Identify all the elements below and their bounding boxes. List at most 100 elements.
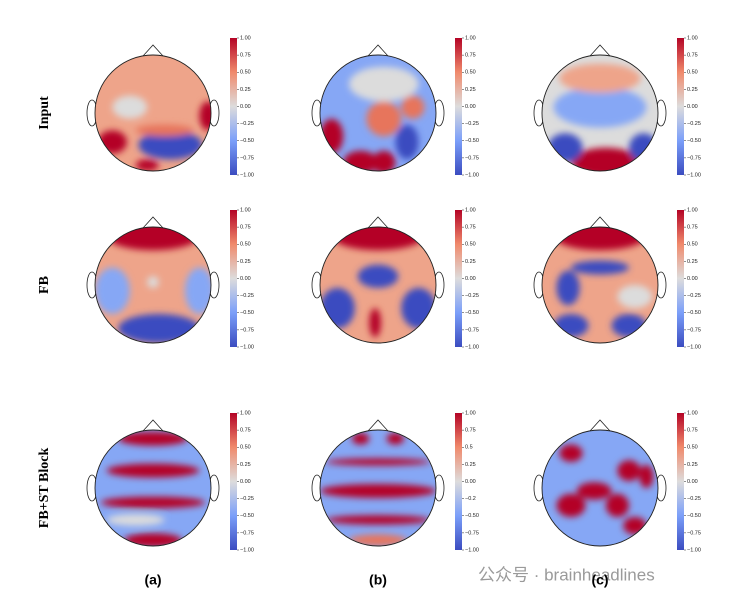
colorbar-tick-label: −1.00 [240,172,254,178]
head [94,226,212,344]
colorbar-tick-label: −0.25 [687,293,701,299]
blob [351,432,370,445]
blob [559,444,583,462]
colorbar-tick-label: −0.50 [465,138,479,144]
column-label: (b) [369,572,387,588]
blob [118,431,188,446]
blob [147,276,159,288]
nose [589,44,611,57]
blob [106,463,200,478]
blob [571,260,629,275]
colorbar-tick-label: −0.75 [465,327,479,333]
topomap [542,227,658,343]
colorbar-tick-label: −0.75 [240,155,254,161]
nose [589,419,611,432]
colorbar-tick-label: −0.25 [240,121,254,127]
colorbar-tick-label: −0.25 [465,121,479,127]
colorbar-tick-label: 0.25 [687,259,698,265]
colorbar-tick-label: 0.00 [465,479,476,485]
colorbar-tick-label: 0.00 [465,276,476,282]
nose [367,44,389,57]
colorbar [677,413,684,550]
colorbar-tick-label: 0.00 [240,479,251,485]
nose [367,216,389,229]
blob [386,432,405,445]
blob [553,227,647,251]
blob [395,124,419,160]
blob [138,130,203,160]
colorbar-tick-label: 0.25 [465,462,476,468]
blob [617,285,653,309]
colorbar-tick-label: −0.50 [687,310,701,316]
colorbar [455,38,462,175]
colorbar-tick-label: 0.25 [465,87,476,93]
colorbar-tick-label: 0.00 [465,104,476,110]
blob [556,493,586,517]
blobs [97,95,211,171]
column-label: (a) [144,572,161,588]
colorbar-tick-label: 0.50 [240,445,251,451]
colorbar-tick-label: 0.75 [240,225,251,231]
colorbar-tick-label: −1.00 [240,344,254,350]
colorbar-tick-label: 1.00 [240,207,251,213]
row-label: FB [37,276,52,294]
colorbar-tick-label: 1.00 [465,207,476,213]
colorbar-tick-label: 1.00 [687,207,698,213]
blob [349,534,407,546]
colorbar-tick-label: −0.75 [465,530,479,536]
colorbar-tick-label: 0.00 [240,276,251,282]
colorbar-tick-label: 0.50 [465,242,476,248]
colorbar-tick-label: −1.00 [687,547,701,553]
colorbar-tick-label: 0.75 [687,53,698,59]
blob [547,133,583,163]
colorbar-tick-label: 0.25 [240,462,251,468]
colorbar-tick-label: 0.50 [687,242,698,248]
head [94,54,212,172]
blob [106,514,165,526]
colorbar-tick-label: 1.00 [465,410,476,416]
colorbar-tick-label: 0.75 [465,53,476,59]
nose [142,44,164,57]
column-label: (c) [591,572,608,588]
colorbar-tick-label: −0.75 [240,327,254,333]
blob [95,267,130,314]
blob [325,458,431,466]
blob [617,460,641,482]
blob [112,95,148,119]
blob [184,267,211,314]
colorbar-tick-label: −0.75 [687,155,701,161]
colorbar-tick-label: −0.25 [687,496,701,502]
blob [331,227,425,251]
topomap [95,430,211,546]
colorbar-tick-label: 1.00 [240,35,251,41]
colorbar-tick-label: −0.25 [240,293,254,299]
head [541,54,659,172]
blob [349,66,419,102]
row-label: FB+ST Block [37,448,52,529]
blob [135,124,194,137]
colorbar-tick-label: −0.75 [465,155,479,161]
blob [118,314,200,343]
colorbar-tick-label: −0.2 [465,496,476,502]
topomap [542,55,658,171]
blob [556,270,580,306]
colorbar-tick-label: −0.75 [687,530,701,536]
colorbar-tick-label: −1.00 [465,547,479,553]
colorbar-tick-label: 0.50 [687,70,698,76]
blob [135,159,159,171]
colorbar-tick-label: −0.50 [240,513,254,519]
topomap [320,430,436,546]
head [541,226,659,344]
colorbar-tick-label: 0.00 [240,104,251,110]
topomap [320,55,436,171]
blobs [320,432,436,546]
colorbar-tick-label: 1.00 [465,35,476,41]
colorbar-tick-label: 0.75 [687,428,698,434]
blob [623,517,647,535]
colorbar-tick-label: −0.25 [687,121,701,127]
colorbar-tick-label: −1.00 [465,344,479,350]
blob [605,493,630,517]
colorbar-tick-label: −0.50 [687,138,701,144]
colorbar-tick-label: 0.75 [465,428,476,434]
colorbar-tick-label: −0.75 [687,327,701,333]
